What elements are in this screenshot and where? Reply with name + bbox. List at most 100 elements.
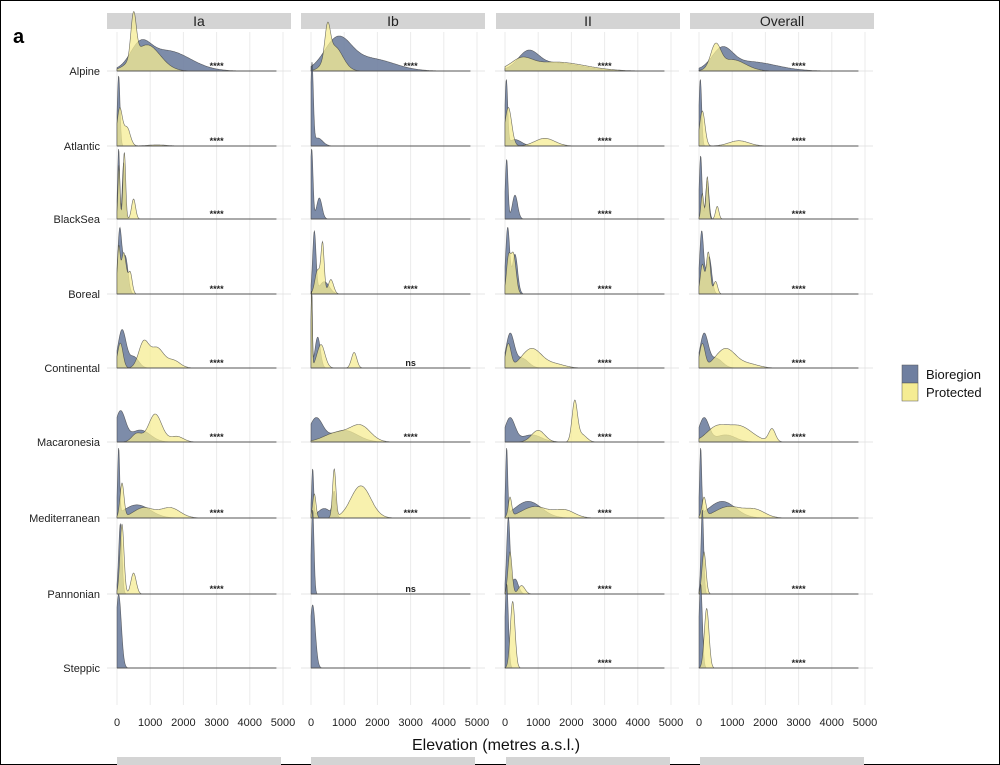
facet-title-Ib: Ib bbox=[387, 13, 399, 29]
significance-label: **** bbox=[598, 358, 613, 368]
protected-density-Ia-Mediterranean bbox=[116, 482, 277, 519]
x-tick-label: 4000 bbox=[238, 717, 262, 729]
bioregion-density-Overall-Steppic bbox=[698, 583, 859, 669]
bioregion-density-Ia-BlackSea bbox=[116, 148, 277, 220]
protected-density-Ia-Pannonian bbox=[116, 523, 277, 595]
facet-strip-cut-2 bbox=[506, 757, 670, 765]
x-tick-label: 5000 bbox=[271, 717, 295, 729]
protected-density-Ia-Boreal bbox=[116, 244, 277, 295]
facet-title-Overall: Overall bbox=[760, 13, 804, 29]
significance-label: **** bbox=[792, 136, 807, 146]
x-tick-label: 3000 bbox=[398, 717, 422, 729]
significance-label: **** bbox=[210, 508, 225, 518]
x-tick-label: 4000 bbox=[626, 717, 650, 729]
x-tick-label: 2000 bbox=[171, 717, 195, 729]
protected-density-Overall-Atlantic bbox=[698, 110, 859, 147]
row-label-Pannonian: Pannonian bbox=[47, 589, 100, 601]
protected-density-Ia-Continental bbox=[116, 339, 277, 369]
row-label-Macaronesia: Macaronesia bbox=[37, 437, 101, 449]
x-tick-label: 1000 bbox=[138, 717, 162, 729]
x-tick-label: 0 bbox=[502, 717, 508, 729]
significance-label: **** bbox=[210, 432, 225, 442]
bioregion-density-Ib-BlackSea bbox=[310, 148, 471, 220]
x-tick-label: 5000 bbox=[465, 717, 489, 729]
significance-label: **** bbox=[210, 584, 225, 594]
x-axis-title: Elevation (metres a.s.l.) bbox=[412, 737, 580, 754]
significance-label: **** bbox=[210, 284, 225, 294]
protected-density-II-Boreal bbox=[504, 251, 665, 295]
significance-label: **** bbox=[598, 508, 613, 518]
significance-label: **** bbox=[598, 432, 613, 442]
bioregion-density-Ia-Pannonian bbox=[116, 522, 277, 595]
legend-label-protected: Protected bbox=[926, 385, 982, 400]
significance-label: **** bbox=[210, 209, 225, 219]
significance-label: **** bbox=[792, 61, 807, 71]
significance-label: **** bbox=[792, 358, 807, 368]
protected-density-Overall-Boreal bbox=[698, 251, 859, 295]
significance-label: **** bbox=[598, 658, 613, 668]
row-label-Mediterranean: Mediterranean bbox=[29, 513, 100, 525]
protected-density-II-Mediterranean bbox=[504, 496, 665, 519]
x-tick-label: 1000 bbox=[720, 717, 744, 729]
significance-label: **** bbox=[598, 136, 613, 146]
protected-density-II-Pannonian bbox=[504, 551, 665, 595]
panel-letter: a bbox=[13, 26, 25, 48]
x-tick-label: 0 bbox=[114, 717, 120, 729]
bioregion-density-Ib-Pannonian bbox=[310, 509, 471, 595]
protected-density-Ib-Boreal bbox=[310, 240, 471, 295]
significance-label: **** bbox=[404, 508, 419, 518]
significance-label: ns bbox=[405, 584, 416, 594]
bioregion-density-Overall-Pannonian bbox=[698, 509, 859, 595]
significance-label: **** bbox=[598, 584, 613, 594]
significance-label: **** bbox=[404, 61, 419, 71]
significance-label: **** bbox=[792, 432, 807, 442]
x-tick-label: 3000 bbox=[204, 717, 228, 729]
bioregion-density-II-Pannonian bbox=[504, 516, 665, 595]
significance-label: **** bbox=[404, 284, 419, 294]
row-label-Alpine: Alpine bbox=[69, 66, 100, 78]
facet-strip-Ib bbox=[301, 13, 485, 29]
x-tick-label: 2000 bbox=[753, 717, 777, 729]
x-tick-label: 2000 bbox=[559, 717, 583, 729]
x-tick-label: 4000 bbox=[820, 717, 844, 729]
bioregion-density-Overall-BlackSea bbox=[698, 155, 859, 220]
significance-label: **** bbox=[792, 584, 807, 594]
protected-density-Ib-Continental bbox=[310, 290, 471, 369]
protected-density-Ib-Macaronesia bbox=[310, 424, 471, 443]
significance-label: **** bbox=[210, 358, 225, 368]
bioregion-density-II-Atlantic bbox=[504, 79, 665, 147]
bioregion-density-Ib-Steppic bbox=[310, 604, 471, 669]
significance-label: **** bbox=[792, 209, 807, 219]
bioregion-density-Ib-Continental bbox=[310, 290, 471, 369]
bioregion-density-Ib-Atlantic bbox=[310, 61, 471, 147]
bioregion-density-II-Steppic bbox=[504, 583, 665, 669]
protected-density-II-Steppic bbox=[504, 600, 665, 669]
protected-density-Overall-BlackSea bbox=[698, 176, 859, 220]
facet-title-II: II bbox=[584, 13, 592, 29]
row-label-Boreal: Boreal bbox=[68, 289, 100, 301]
significance-label: **** bbox=[404, 432, 419, 442]
protected-density-II-Atlantic bbox=[504, 107, 665, 147]
significance-label: **** bbox=[210, 61, 225, 71]
bioregion-density-Ia-Atlantic bbox=[116, 75, 277, 147]
legend-swatch-protected bbox=[901, 382, 919, 402]
protected-density-Ib-Mediterranean bbox=[310, 468, 471, 519]
significance-label: **** bbox=[792, 284, 807, 294]
x-tick-label: 0 bbox=[308, 717, 314, 729]
facet-strip-Overall bbox=[690, 13, 874, 29]
legend-swatch-bioregion bbox=[901, 364, 919, 384]
facet-strip-cut-1 bbox=[311, 757, 475, 765]
x-tick-label: 2000 bbox=[365, 717, 389, 729]
protected-density-Overall-Pannonian bbox=[698, 551, 859, 595]
bioregion-density-Ia-Steppic bbox=[116, 593, 277, 669]
legend-label-bioregion: Bioregion bbox=[926, 367, 981, 382]
x-tick-label: 3000 bbox=[786, 717, 810, 729]
protected-density-Ia-Atlantic bbox=[116, 107, 277, 147]
x-tick-label: 1000 bbox=[332, 717, 356, 729]
bioregion-density-II-BlackSea bbox=[504, 159, 665, 220]
bioregion-density-Overall-Boreal bbox=[698, 230, 859, 295]
significance-label: **** bbox=[792, 658, 807, 668]
significance-label: **** bbox=[598, 284, 613, 294]
x-tick-label: 5000 bbox=[659, 717, 683, 729]
